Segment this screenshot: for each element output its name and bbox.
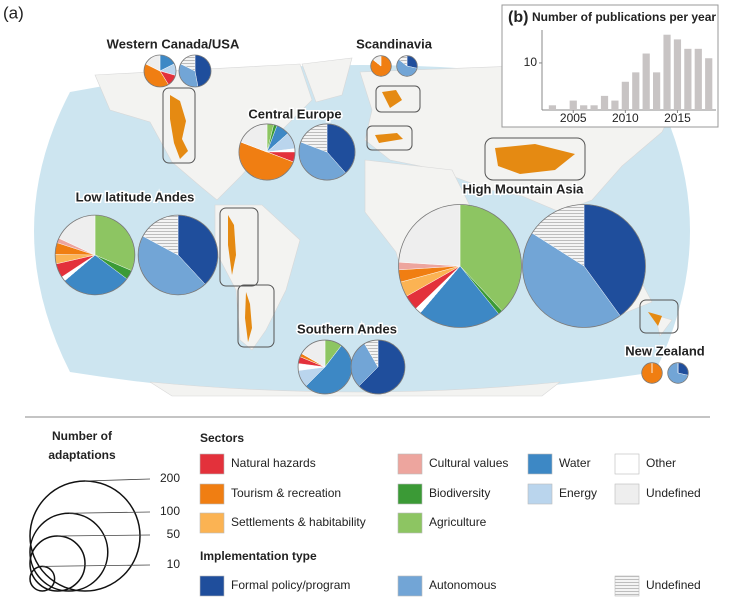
pie-outline: [54, 214, 136, 296]
pie-outline: [178, 54, 212, 88]
pie-outline: [398, 204, 522, 328]
bar: [548, 105, 557, 110]
bar: [611, 100, 619, 110]
bar: [694, 48, 702, 110]
region-label: New Zealand: [625, 343, 705, 358]
legend-label: Undefined: [646, 486, 701, 500]
region-label: Low latitude Andes: [76, 189, 195, 204]
legend-swatch: [199, 575, 225, 597]
pie-outline: [370, 55, 392, 77]
legend-swatch: [199, 483, 225, 505]
legend-swatch: [527, 453, 553, 475]
legend-label: Other: [646, 456, 676, 470]
pie-outline: [137, 214, 219, 296]
bar: [569, 100, 577, 110]
region-label: Southern Andes: [297, 321, 397, 336]
pie-outline: [298, 123, 356, 181]
legend-swatch: [527, 483, 553, 505]
legend-swatch: [397, 483, 423, 505]
pie-outline: [143, 54, 177, 88]
pie-outline: [667, 362, 689, 384]
y-tick-label: 10: [524, 55, 538, 69]
legend-swatch: [614, 453, 640, 475]
legend-swatch: [614, 483, 640, 505]
pie-outline: [522, 204, 646, 328]
leader-line: [68, 511, 151, 514]
inset-panel: [501, 4, 719, 128]
dynamic: Western Canada/USA Scandinavia Central Eur…: [29, 30, 716, 597]
legend-swatch: [199, 512, 225, 534]
legend-title: Sectors: [200, 431, 244, 445]
legend-label: Energy: [559, 486, 597, 500]
pie-outline: [238, 123, 296, 181]
legend-label: Biodiversity: [429, 486, 490, 500]
legend-label: Natural hazards: [231, 456, 316, 470]
bar: [642, 53, 650, 110]
size-legend-title: Number of: [52, 429, 113, 443]
bar: [580, 105, 588, 110]
legend-label: Agriculture: [429, 515, 487, 529]
legend-label: Formal policy/program: [231, 578, 350, 592]
x-tick-label: 2010: [612, 111, 639, 125]
bar: [621, 81, 629, 110]
legend-swatch: [397, 575, 423, 597]
bar: [673, 39, 682, 110]
pie-outline: [396, 55, 418, 77]
size-label: 50: [167, 527, 181, 541]
legend-label: Settlements & habitability: [231, 515, 366, 529]
bar: [663, 34, 671, 110]
legend-label: Tourism & recreation: [231, 486, 341, 500]
pie-outline: [641, 362, 663, 384]
size-legend-title: adaptations: [48, 448, 116, 462]
bar: [653, 72, 661, 110]
size-label: 200: [160, 471, 180, 485]
panel-label: (a): [3, 3, 24, 22]
legend-swatch: [199, 453, 225, 475]
size-circle: [29, 535, 86, 592]
bar: [590, 105, 598, 110]
leader-line: [84, 478, 151, 482]
legend-label: Water: [559, 456, 591, 470]
bar: [684, 48, 692, 110]
legend-label: Undefined: [646, 578, 701, 592]
x-tick-label: 2005: [560, 111, 587, 125]
region-label: Central Europe: [248, 106, 341, 121]
legend-swatch: [397, 512, 423, 534]
region-label: Scandinavia: [356, 36, 433, 51]
bar: [705, 58, 713, 110]
panel-label: (b): [508, 9, 528, 26]
legend-label: Cultural values: [429, 456, 508, 470]
legend-label: Autonomous: [429, 578, 496, 592]
legend-title: Implementation type: [200, 549, 317, 563]
size-label: 100: [160, 504, 180, 518]
leader-line: [42, 564, 151, 567]
leader-line: [57, 534, 151, 537]
region-label: High Mountain Asia: [463, 181, 585, 196]
bar: [632, 72, 640, 110]
inset-title: Number of publications per year: [532, 10, 716, 24]
legend-swatch: [614, 575, 640, 597]
bar: [600, 95, 609, 110]
pie-outline: [350, 339, 406, 395]
region-label: Western Canada/USA: [107, 36, 240, 51]
legend-swatch: [397, 453, 423, 475]
size-label: 10: [167, 557, 181, 571]
size-circle: [29, 512, 109, 592]
x-tick-label: 2015: [664, 111, 691, 125]
